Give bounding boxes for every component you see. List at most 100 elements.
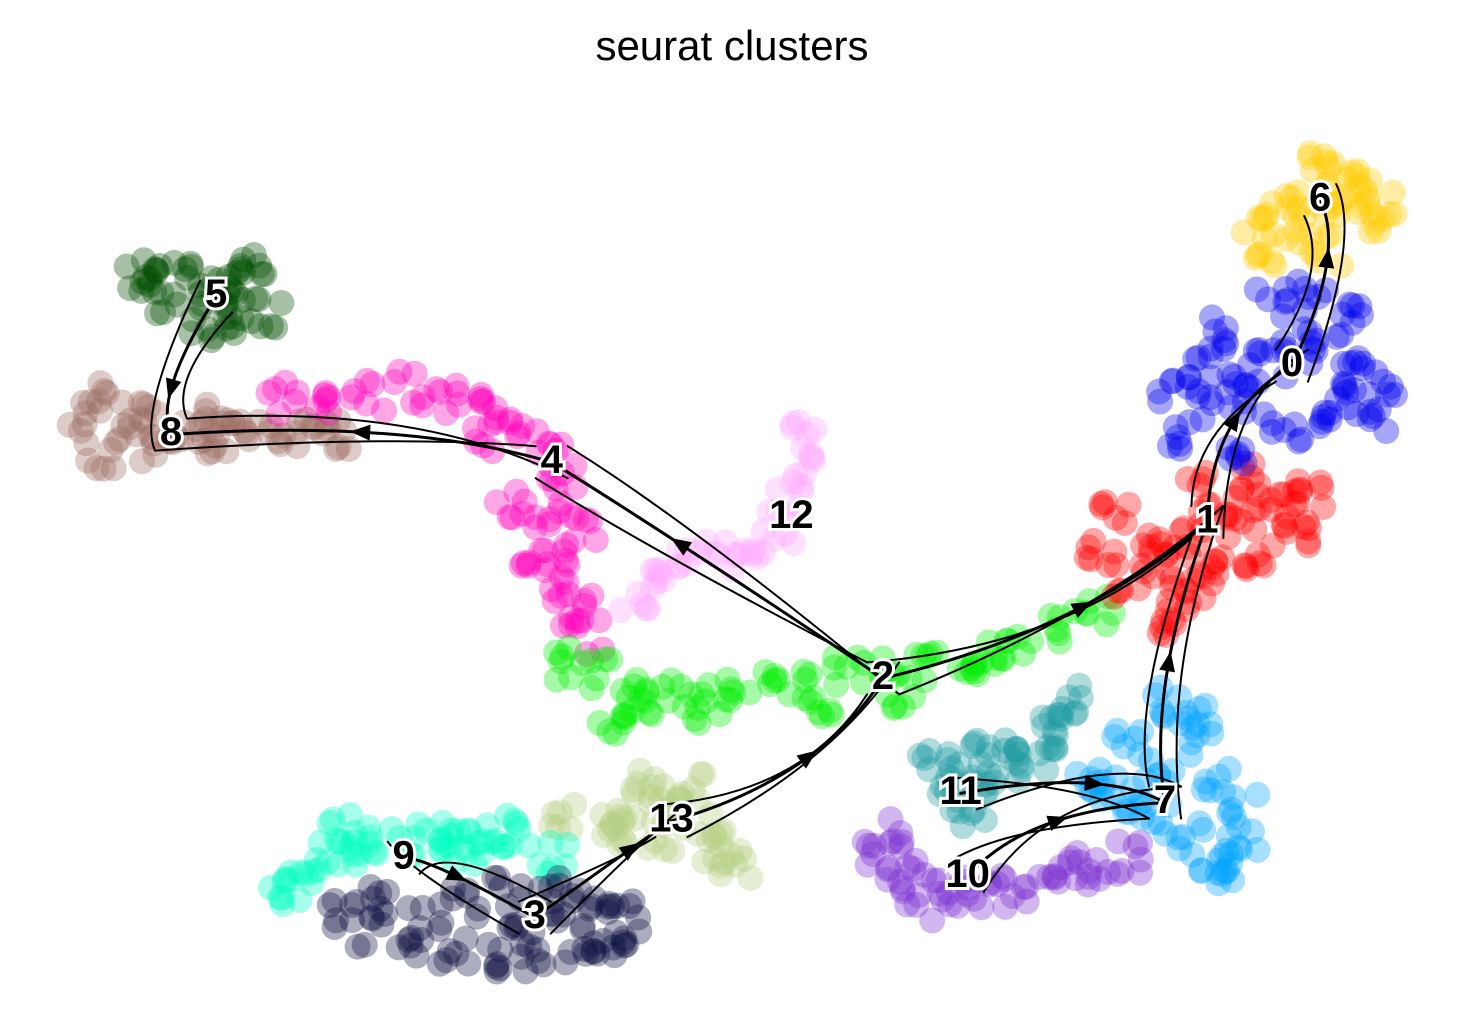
cell-point-cluster-9 [490,834,517,861]
cell-point-cluster-0 [1247,340,1274,367]
cell-point-cluster-13 [708,852,735,879]
cell-point-cluster-5 [128,277,155,304]
cell-point-cluster-0 [1147,388,1174,415]
cell-point-cluster-3 [580,930,607,957]
cell-point-cluster-1 [1233,553,1260,580]
cell-point-cluster-10 [1083,846,1110,873]
cell-point-cluster-4 [574,640,601,667]
cell-point-cluster-10 [1026,863,1053,890]
cell-point-cluster-13 [557,815,584,842]
cell-point-cluster-0 [1333,379,1360,406]
cell-point-cluster-1 [1274,503,1301,530]
cell-point-cluster-12 [704,541,731,568]
cell-point-cluster-9 [363,840,390,867]
cell-point-cluster-5 [161,249,188,276]
cell-point-cluster-0 [1359,403,1386,430]
cluster-label-9: 9 [393,833,415,877]
cell-point-cluster-4 [461,415,488,442]
cell-point-cluster-1 [1103,552,1130,579]
cell-point-cluster-10 [888,833,915,860]
streamline-arrowhead [670,538,693,556]
cell-point-cluster-3 [580,937,607,964]
cell-point-cluster-0 [1303,327,1330,354]
cell-point-cluster-4 [400,389,427,416]
cell-point-cluster-10 [992,893,1019,920]
cell-point-cluster-7 [1209,860,1236,887]
cell-point-cluster-1 [1258,496,1285,523]
cell-point-cluster-0 [1242,337,1269,364]
cell-point-cluster-10 [989,862,1016,889]
streamline-7-to-1 [1175,505,1225,820]
cell-point-cluster-12 [643,568,670,595]
cell-point-cluster-6 [1251,226,1278,253]
cell-point-cluster-8 [97,437,124,464]
streamline-1-to-0 [1222,348,1309,539]
cell-point-cluster-5 [164,291,191,318]
cell-point-cluster-10 [968,894,995,921]
streamline-arrowhead [1318,247,1335,269]
cell-point-cluster-7 [1220,803,1247,830]
cell-point-cluster-2 [615,684,642,711]
cell-point-cluster-9 [535,860,562,887]
cell-point-cluster-5 [198,265,225,292]
cell-point-cluster-1 [1115,491,1142,518]
cell-point-cluster-9 [288,859,315,886]
cell-point-cluster-3 [590,927,617,954]
cell-point-cluster-8 [73,430,100,457]
cell-point-cluster-0 [1162,414,1189,441]
cell-point-cluster-4 [589,636,616,663]
cell-point-cluster-9 [455,817,482,844]
cell-point-cluster-2 [791,685,818,712]
cell-point-cluster-3 [537,900,564,927]
cell-point-cluster-7 [1175,705,1202,732]
cell-point-cluster-10 [1086,865,1113,892]
cell-point-cluster-3 [428,909,455,936]
cell-point-cluster-13 [609,808,636,835]
cell-point-cluster-3 [530,951,557,978]
cell-point-cluster-12 [785,408,812,435]
cell-point-cluster-7 [1192,692,1219,719]
cell-point-cluster-9 [271,868,298,895]
cell-point-cluster-10 [900,856,927,883]
cell-point-cluster-4 [446,391,473,418]
cell-point-cluster-6 [1282,202,1309,229]
cell-point-cluster-2 [717,687,744,714]
cell-point-cluster-7 [1184,710,1211,737]
cell-point-cluster-7 [1151,703,1178,730]
cell-point-cluster-9 [314,848,341,875]
cell-point-cluster-2 [821,654,848,681]
cell-point-cluster-3 [339,892,366,919]
cell-point-cluster-4 [536,506,563,533]
cell-point-cluster-2 [555,634,582,661]
cell-point-cluster-7 [1213,857,1240,884]
cell-point-cluster-9 [286,887,313,914]
cell-point-cluster-13 [621,805,648,832]
cell-point-cluster-1 [1155,588,1182,615]
cell-point-cluster-2 [658,667,685,694]
cell-point-cluster-7 [1190,816,1217,843]
cell-point-cluster-8 [299,413,326,440]
cell-point-cluster-10 [955,874,982,901]
cell-point-cluster-3 [509,930,536,957]
cell-point-cluster-3 [403,942,430,969]
cell-point-cluster-1 [1080,527,1107,554]
cell-point-cluster-0 [1270,303,1297,330]
velocity-streamlines-layer [150,183,1346,935]
cell-point-cluster-4 [359,371,386,398]
cell-point-cluster-4 [557,502,584,529]
cell-point-cluster-6 [1355,190,1382,217]
cell-point-cluster-1 [1238,464,1265,491]
cell-point-cluster-5 [148,279,175,306]
cell-point-cluster-9 [360,838,387,865]
cell-point-cluster-2 [823,671,850,698]
cell-point-cluster-0 [1350,350,1377,377]
streamline-2-to-4 [566,445,901,696]
cell-point-cluster-13 [669,780,696,807]
cell-point-cluster-9 [461,850,488,877]
cell-point-cluster-1 [1075,534,1102,561]
cell-point-cluster-2 [681,706,708,733]
cell-point-cluster-13 [687,761,714,788]
cell-point-cluster-8 [90,378,117,405]
cell-point-cluster-2 [586,709,613,736]
